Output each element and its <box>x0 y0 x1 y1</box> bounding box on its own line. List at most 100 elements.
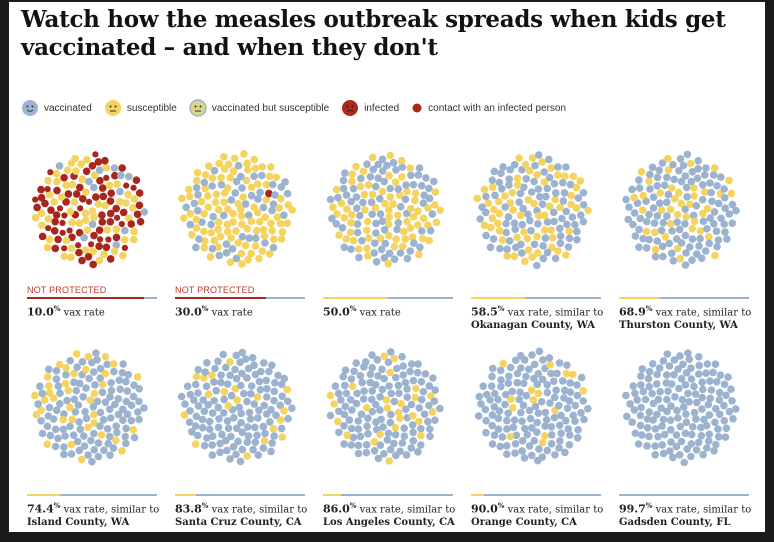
person-dot-vaccinated <box>339 184 348 193</box>
person-dot-susceptible <box>82 188 90 196</box>
person-dot-vaccinated <box>548 431 556 439</box>
person-dot-vaccinated <box>715 410 724 419</box>
person-dot-vaccinated <box>504 213 513 221</box>
person-dot-contact <box>88 241 95 248</box>
person-dot-vaccinated <box>712 440 720 449</box>
person-dot-vaccinated <box>251 423 259 432</box>
person-dot-vaccinated <box>550 217 558 226</box>
person-dot-susceptible <box>386 193 395 201</box>
person-dot-vaccinated <box>106 414 115 422</box>
person-dot-vaccinated <box>362 448 371 457</box>
person-dot-susceptible <box>210 236 218 245</box>
person-dot-vaccinated <box>656 387 664 396</box>
person-dot-vaccinated <box>387 389 395 398</box>
person-dot-susceptible <box>376 430 384 439</box>
place-name: Okanagan County, WA <box>471 320 596 332</box>
person-dot-susceptible <box>528 154 537 162</box>
person-dot-susceptible <box>84 423 92 432</box>
person-dot-vaccinated <box>510 161 519 169</box>
person-dot-vaccinated <box>512 243 520 252</box>
person-dot-vaccinated <box>682 183 691 192</box>
person-dot-vaccinated <box>482 416 490 425</box>
person-dot-vaccinated <box>416 243 424 252</box>
person-dot-vaccinated <box>401 378 410 387</box>
person-dot-vaccinated <box>373 356 382 364</box>
person-dot-vaccinated <box>85 177 93 186</box>
person-dot-susceptible <box>243 224 251 233</box>
person-dot-vaccinated <box>384 358 393 367</box>
person-dot-vaccinated <box>511 225 519 234</box>
person-dot-vaccinated <box>73 363 81 371</box>
person-dot-vaccinated <box>534 369 543 378</box>
person-dot-vaccinated <box>638 365 647 373</box>
person-dot-infected <box>89 260 97 269</box>
person-dot-susceptible <box>130 227 138 236</box>
person-dot-susceptible <box>223 220 232 229</box>
person-dot-vaccinated <box>95 166 104 174</box>
person-dot-vaccinated <box>695 242 703 250</box>
person-dot-vaccinated <box>59 425 68 434</box>
person-dot-susceptible <box>397 399 405 408</box>
person-dot-susceptible <box>682 212 691 221</box>
person-dot-vaccinated <box>569 411 578 420</box>
person-dot-susceptible <box>638 206 647 214</box>
person-dot-susceptible <box>201 237 209 245</box>
person-dot-vaccinated <box>715 388 724 397</box>
person-dot-vaccinated <box>665 239 673 248</box>
person-dot-susceptible <box>242 176 251 185</box>
person-dot-vaccinated <box>487 382 496 390</box>
person-dot-susceptible <box>31 214 40 222</box>
person-dot-vaccinated <box>190 396 198 404</box>
person-dot-vaccinated <box>698 181 707 189</box>
person-dot-vaccinated <box>51 442 60 451</box>
person-dot-vaccinated <box>429 374 437 382</box>
person-dot-infected <box>78 256 86 265</box>
person-dot-susceptible <box>494 197 503 206</box>
person-dot-susceptible <box>40 396 49 404</box>
person-dot-vaccinated <box>554 163 562 171</box>
person-dot-vaccinated <box>504 379 513 388</box>
person-dot-vaccinated <box>280 374 288 383</box>
person-dot-vaccinated <box>267 447 275 456</box>
person-dot-infected <box>111 171 119 180</box>
person-dot-vaccinated <box>545 354 554 362</box>
person-dot-susceptible <box>66 403 74 412</box>
person-dot-vaccinated <box>671 393 679 401</box>
person-dot-susceptible <box>419 214 428 223</box>
person-dot-vaccinated <box>403 393 411 401</box>
person-dot-vaccinated <box>245 211 253 219</box>
person-dot-vaccinated <box>359 395 368 403</box>
person-dot-susceptible <box>480 221 489 230</box>
person-dot-vaccinated <box>236 457 245 466</box>
person-dot-vaccinated <box>672 431 681 439</box>
legend-label: contact with an infected person <box>428 102 567 114</box>
person-dot-vaccinated <box>231 365 239 374</box>
person-dot-vaccinated <box>703 421 711 430</box>
person-dot-vaccinated <box>96 408 105 417</box>
person-dot-vaccinated <box>84 451 92 459</box>
person-dot-vaccinated <box>513 378 521 387</box>
person-dot-vaccinated <box>75 418 83 426</box>
person-dot-susceptible <box>371 204 380 212</box>
person-dot-susceptible <box>215 159 223 168</box>
person-dot-vaccinated <box>716 371 725 379</box>
person-dot-vaccinated <box>238 369 246 378</box>
person-dot-vaccinated <box>649 204 658 212</box>
susceptible-face-icon <box>104 100 121 116</box>
person-dot-vaccinated <box>482 390 491 399</box>
person-dot-vaccinated <box>372 229 380 237</box>
person-dot-susceptible <box>340 213 349 222</box>
person-dot-susceptible <box>551 195 559 204</box>
person-dot-susceptible <box>392 235 400 244</box>
person-dot-susceptible <box>43 440 52 448</box>
person-dot-vaccinated <box>539 356 547 364</box>
person-dot-vaccinated <box>490 431 499 439</box>
person-dot-vaccinated <box>524 210 532 218</box>
person-dot-vaccinated <box>348 406 356 414</box>
person-dot-susceptible <box>656 189 665 197</box>
person-dot-vaccinated <box>714 236 723 244</box>
person-dot-susceptible <box>642 227 651 236</box>
person-dot-vaccinated <box>699 385 707 394</box>
person-dot-susceptible <box>521 257 529 266</box>
person-dot-susceptible <box>67 253 75 261</box>
